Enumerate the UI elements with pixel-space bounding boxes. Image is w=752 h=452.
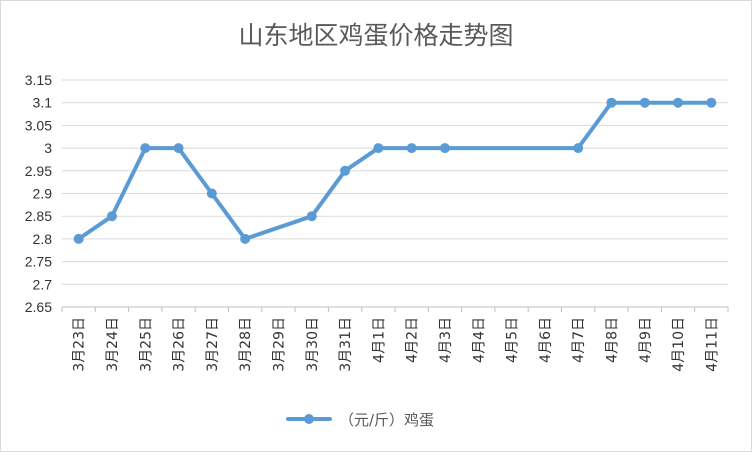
- data-point: [240, 233, 251, 244]
- x-tick-label: 3月28日: [238, 317, 254, 372]
- y-axis-ticks: 2.65 2.7 2.75 2.8 2.85 2.9 2.95 3 3.05 3.1 3.15: [25, 72, 52, 315]
- data-point: [206, 188, 217, 199]
- series-line: [76, 100, 714, 241]
- data-point: [439, 143, 450, 154]
- data-point: [340, 165, 351, 176]
- x-tick-label: 3月27日: [205, 317, 221, 372]
- y-tick-label: 2.85: [25, 208, 52, 224]
- data-point: [106, 211, 117, 222]
- x-tick-label: 4月2日: [405, 317, 421, 363]
- data-point: [406, 143, 417, 154]
- data-point: [673, 97, 684, 108]
- x-tick-label: 4月9日: [638, 317, 654, 363]
- data-point: [173, 143, 184, 154]
- data-point: [73, 233, 84, 244]
- x-tick-label: 3月30日: [305, 317, 321, 372]
- chart-title: 山东地区鸡蛋价格走势图: [238, 21, 513, 50]
- y-tick-label: 2.8: [33, 231, 53, 247]
- x-tick-label: 4月5日: [505, 317, 521, 363]
- x-tick-label: 4月3日: [438, 317, 454, 363]
- y-tick-label: 3.15: [25, 72, 52, 88]
- data-point: [639, 97, 650, 108]
- x-tick-label: 3月31日: [338, 317, 354, 372]
- y-tick-label: 3.05: [25, 117, 52, 133]
- x-axis-ticks: 3月23日 3月24日 3月25日 3月26日 3月27日 3月28日 3月29日 3月30日…: [61, 307, 729, 372]
- data-point: [140, 143, 151, 154]
- x-tick-label: 3月26日: [172, 317, 188, 372]
- x-tick-label: 4月8日: [604, 317, 620, 363]
- x-tick-label: 3月29日: [271, 317, 287, 372]
- data-point: [373, 143, 384, 154]
- x-tick-label: 4月7日: [571, 317, 587, 363]
- legend-label: （元/斤）鸡蛋: [339, 411, 434, 429]
- data-point: [706, 97, 717, 108]
- y-tick-label: 2.7: [33, 276, 53, 292]
- legend: （元/斤）鸡蛋: [286, 411, 434, 429]
- x-tick-label: 3月24日: [105, 317, 121, 372]
- x-tick-label: 3月25日: [138, 317, 154, 372]
- x-tick-label: 4月11日: [704, 317, 720, 372]
- y-tick-label: 2.95: [25, 163, 52, 179]
- x-tick-label: 4月6日: [538, 317, 554, 363]
- y-tick-label: 2.75: [25, 254, 52, 270]
- legend-point-marker: [304, 414, 314, 424]
- x-tick-label: 4月1日: [371, 317, 387, 363]
- y-tick-label: 2.9: [33, 186, 53, 202]
- x-tick-label: 4月4日: [471, 317, 487, 363]
- data-point: [573, 143, 584, 154]
- series-layer: [73, 97, 717, 244]
- x-tick-label: 4月10日: [671, 317, 687, 372]
- data-point: [306, 211, 317, 222]
- data-point: [606, 97, 617, 108]
- y-tick-label: 3.1: [33, 95, 53, 111]
- y-tick-label: 3: [44, 140, 52, 156]
- x-tick-label: 3月23日: [72, 317, 88, 372]
- y-tick-label: 2.65: [25, 299, 52, 315]
